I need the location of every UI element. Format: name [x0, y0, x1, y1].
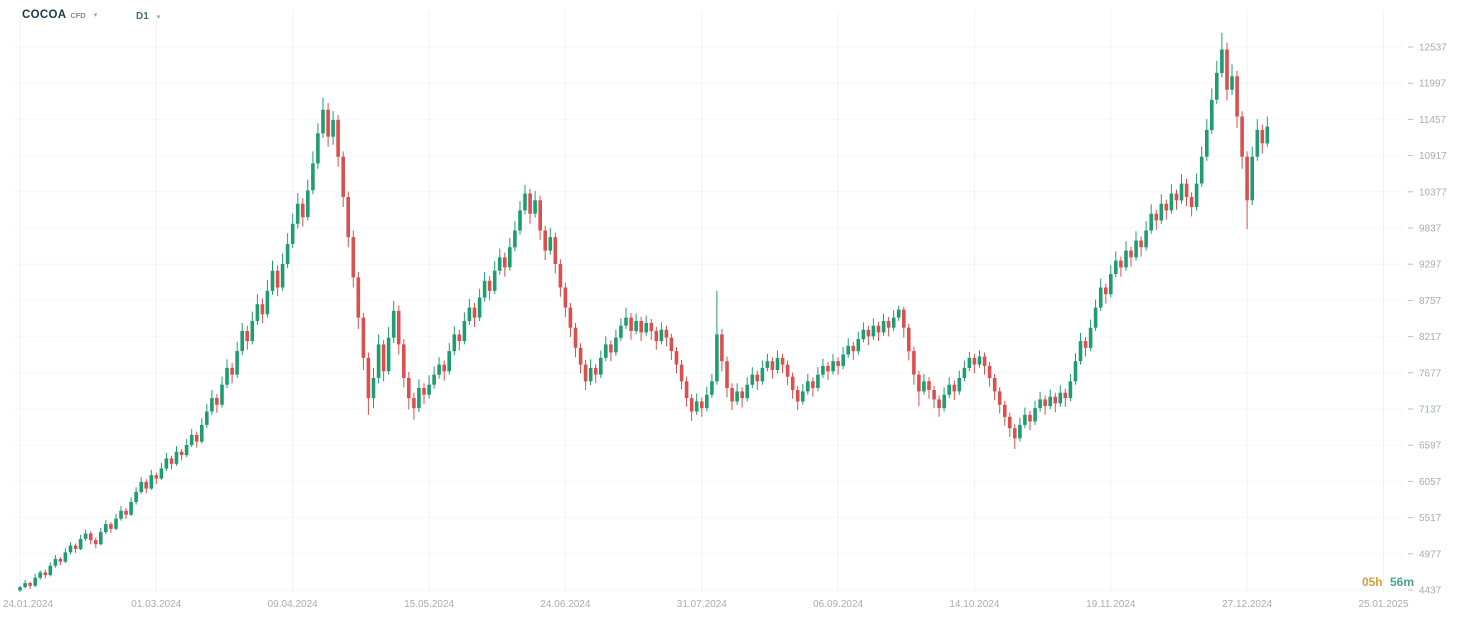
- x-axis-label: 09.04.2024: [268, 599, 318, 610]
- y-axis-label: 11997: [1419, 79, 1447, 90]
- chevron-down-icon: ▾: [93, 12, 98, 19]
- y-axis-label: 9837: [1419, 224, 1442, 235]
- y-axis-label: 6057: [1419, 477, 1442, 488]
- x-axis-label: 24.01.2024: [3, 599, 53, 610]
- candles-layer: [18, 32, 1270, 592]
- countdown-minutes: 56m: [1389, 575, 1414, 589]
- x-axis-label: 19.11.2024: [1086, 599, 1136, 610]
- x-axis-label: 24.06.2024: [540, 599, 590, 610]
- x-axis-label: 31.07.2024: [677, 599, 727, 610]
- x-axis-label: 27.12.2024: [1222, 599, 1272, 610]
- countdown-hours: 05h: [1361, 575, 1383, 589]
- y-axis-label: 9297: [1419, 260, 1442, 271]
- y-axis-label: 4437: [1419, 586, 1442, 597]
- symbol-selector[interactable]: COCOA CFD ▾: [22, 9, 97, 21]
- price-axis: 4437 4977 5517 6057 6597 7137 7677 8217 8757 9297…: [1408, 43, 1447, 597]
- y-axis-label: 8757: [1419, 296, 1442, 307]
- symbol-label: COCOA: [22, 9, 67, 21]
- y-axis-label: 10917: [1419, 151, 1447, 162]
- x-axis-label: 01.03.2024: [131, 599, 181, 610]
- timeframe-label: D1: [136, 11, 149, 22]
- y-axis-label: 8217: [1419, 332, 1442, 343]
- x-axis-label: 14.10.2024: [949, 599, 999, 610]
- x-axis-label: 06.09.2024: [813, 599, 863, 610]
- gridlines: [14, 10, 1404, 592]
- y-axis-label: 7677: [1419, 368, 1442, 379]
- y-axis-label: 10377: [1419, 187, 1447, 198]
- date-axis: 24.01.2024 01.03.2024 09.04.2024 15.05.2024…: [3, 599, 1409, 610]
- y-axis-label: 4977: [1419, 549, 1442, 560]
- y-axis-label: 6597: [1419, 441, 1442, 452]
- instrument-type-label: CFD: [70, 11, 86, 20]
- y-axis-label: 11457: [1419, 115, 1447, 126]
- y-axis-label: 5517: [1419, 513, 1442, 524]
- x-axis-label: 15.05.2024: [404, 599, 454, 610]
- session-countdown: 05h 56m: [1362, 575, 1414, 589]
- y-axis-label: 7137: [1419, 405, 1442, 416]
- x-axis-label: 25.01.2025: [1358, 599, 1408, 610]
- timeframe-selector[interactable]: D1 ▾: [136, 11, 160, 22]
- chevron-down-icon: ▾: [156, 13, 161, 21]
- y-axis-label: 12537: [1419, 43, 1447, 54]
